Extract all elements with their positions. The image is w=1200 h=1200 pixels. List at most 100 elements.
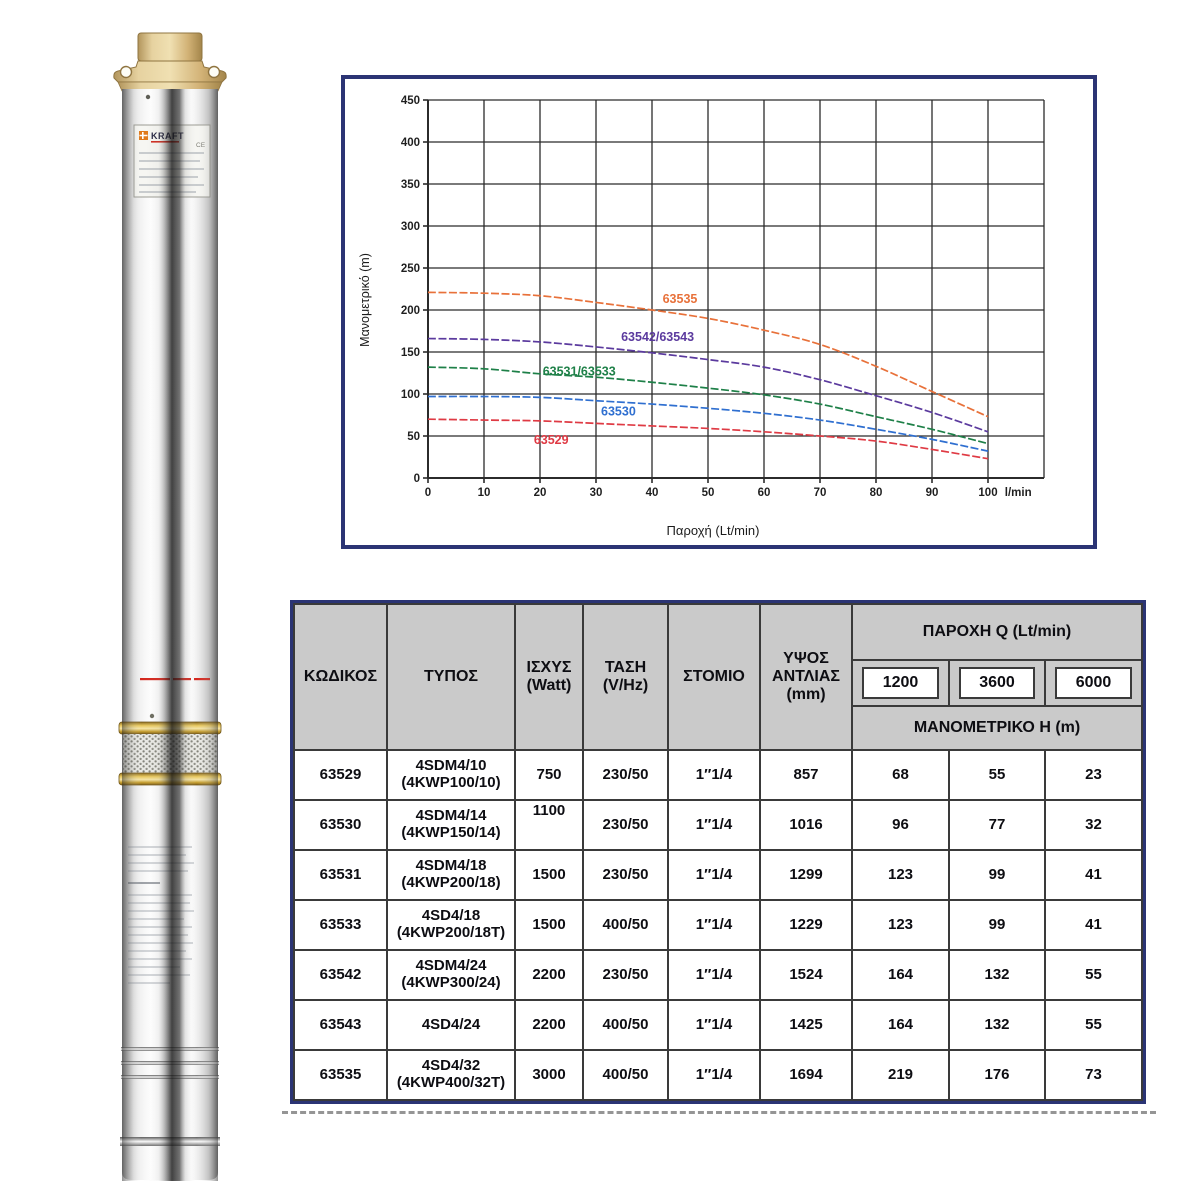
cell-outlet: 1″1/4 (667, 998, 761, 1051)
col-header-type: ΤΥΠΟΣ (386, 603, 516, 751)
svg-text:10: 10 (478, 487, 491, 499)
cell-voltage: 230/50 (582, 798, 669, 851)
cell-h3600: 77 (948, 798, 1046, 851)
cell-watt: 750 (514, 748, 584, 801)
cell-outlet: 1″1/4 (667, 798, 761, 851)
pump-product-photo: KRAFT CE (113, 32, 227, 1181)
svg-text:50: 50 (407, 431, 420, 443)
cell-type: 4SD4/18 (4KWP200/18T) (386, 898, 516, 951)
cell-h6000: 55 (1043, 998, 1144, 1051)
cell-code: 63542 (293, 948, 388, 1001)
col-header-code: ΚΩΔΙΚΟΣ (293, 603, 388, 751)
col-header-flow-3600: 3600 (948, 659, 1046, 707)
cell-watt: 2200 (514, 948, 584, 1001)
cell-h1200: 68 (851, 748, 950, 801)
cell-code: 63535 (293, 1048, 388, 1101)
col-header-outlet: ΣΤΟΜΙΟ (667, 603, 761, 751)
col-header-power: ΙΣΧΥΣ (Watt) (514, 603, 584, 751)
svg-text:200: 200 (401, 305, 420, 317)
svg-text:Παροχή (Lt/min): Παροχή (Lt/min) (667, 523, 760, 538)
flow-1200-label: 1200 (862, 667, 939, 699)
cell-code: 63531 (293, 848, 388, 901)
svg-text:450: 450 (401, 95, 420, 107)
svg-text:0: 0 (414, 473, 420, 485)
svg-text:400: 400 (401, 137, 420, 149)
col-header-flow-6000: 6000 (1043, 659, 1144, 707)
cell-outlet: 1″1/4 (667, 748, 761, 801)
cell-height: 1229 (759, 898, 853, 951)
chrome-shading (122, 89, 218, 1181)
svg-text:100: 100 (978, 487, 997, 499)
svg-text:0: 0 (425, 487, 431, 499)
cell-h1200: 164 (851, 948, 950, 1001)
cell-h3600: 176 (948, 1048, 1046, 1101)
cell-watt: 1100 (514, 798, 584, 851)
col-header-head-group: ΜΑΝΟΜΕΤΡΙΚΟ Η (m) (850, 704, 1144, 751)
table-row: 63530 4SDM4/14 (4KWP150/14) 1100 230/50 … (293, 798, 1144, 851)
table-row: 63531 4SDM4/18 (4KWP200/18) 1500 230/50 … (293, 848, 1144, 901)
cell-h6000: 73 (1043, 1048, 1144, 1101)
cell-voltage: 400/50 (582, 998, 669, 1051)
cell-h6000: 41 (1043, 848, 1144, 901)
cell-code: 63533 (293, 898, 388, 951)
spec-table-wrapper: ΚΩΔΙΚΟΣ ΤΥΠΟΣ ΙΣΧΥΣ (Watt) ΤΑΣΗ (V/Hz) Σ… (290, 600, 1147, 1104)
svg-text:60: 60 (758, 487, 771, 499)
cell-voltage: 400/50 (582, 1048, 669, 1101)
cell-h3600: 132 (948, 948, 1046, 1001)
svg-text:350: 350 (401, 179, 420, 191)
svg-text:250: 250 (401, 263, 420, 275)
cell-h3600: 132 (948, 998, 1046, 1051)
table-row: 63533 4SD4/18 (4KWP200/18T) 1500 400/50 … (293, 898, 1144, 951)
performance-chart: 0 50 100 150 200 250 300 350 400 450 0 10 20 30 40 50 60… (341, 75, 1097, 549)
cell-height: 1425 (759, 998, 853, 1051)
cell-outlet: 1″1/4 (667, 948, 761, 1001)
svg-text:30: 30 (590, 487, 603, 499)
cell-watt: 3000 (514, 1048, 584, 1101)
cell-h3600: 55 (948, 748, 1046, 801)
flange-hole-right-icon (207, 65, 221, 79)
cell-type: 4SDM4/14 (4KWP150/14) (386, 798, 516, 851)
svg-text:Μανομετρικό (m): Μανομετρικό (m) (358, 253, 372, 347)
cell-h6000: 41 (1043, 898, 1144, 951)
header-row-1: ΚΩΔΙΚΟΣ ΤΥΠΟΣ ΙΣΧΥΣ (Watt) ΤΑΣΗ (V/Hz) Σ… (293, 603, 1144, 751)
cell-code: 63529 (293, 748, 388, 801)
cell-h1200: 123 (851, 848, 950, 901)
cell-type: 4SDM4/10 (4KWP100/10) (386, 748, 516, 801)
cell-height: 1299 (759, 848, 853, 901)
flange-hole-left-icon (119, 65, 133, 79)
table-shadow-dashed-line (282, 1111, 1156, 1114)
cell-h1200: 219 (851, 1048, 950, 1101)
cell-outlet: 1″1/4 (667, 898, 761, 951)
cell-watt: 1500 (514, 848, 584, 901)
cell-type: 4SD4/32 (4KWP400/32T) (386, 1048, 516, 1101)
cell-outlet: 1″1/4 (667, 848, 761, 901)
svg-text:150: 150 (401, 347, 420, 359)
svg-text:63531/63533: 63531/63533 (543, 364, 616, 378)
svg-text:80: 80 (870, 487, 883, 499)
svg-text:l/min: l/min (1005, 487, 1032, 499)
table-row: 63543 4SD4/24 2200 400/50 1″1/4 1425 164… (293, 998, 1144, 1051)
cell-h3600: 99 (948, 898, 1046, 951)
cell-height: 1016 (759, 798, 853, 851)
cell-code: 63543 (293, 998, 388, 1051)
svg-text:63542/63543: 63542/63543 (621, 330, 694, 344)
cell-h6000: 55 (1043, 948, 1144, 1001)
svg-text:63535: 63535 (663, 292, 698, 306)
spec-table: ΚΩΔΙΚΟΣ ΤΥΠΟΣ ΙΣΧΥΣ (Watt) ΤΑΣΗ (V/Hz) Σ… (293, 603, 1144, 1101)
cell-watt: 2200 (514, 998, 584, 1051)
chart-canvas: 0 50 100 150 200 250 300 350 400 450 0 10 20 30 40 50 60… (358, 95, 1045, 538)
cell-h6000: 32 (1043, 798, 1144, 851)
cell-h1200: 164 (851, 998, 950, 1051)
cell-type: 4SD4/24 (386, 998, 516, 1051)
cell-watt: 1500 (514, 898, 584, 951)
header-row-2: 1200 3600 6000 (294, 659, 1144, 707)
cell-h1200: 96 (851, 798, 950, 851)
cell-h3600: 99 (948, 848, 1046, 901)
table-row: 63535 4SD4/32 (4KWP400/32T) 3000 400/50 … (293, 1048, 1144, 1101)
flow-6000-label: 6000 (1055, 667, 1133, 699)
header-row-3: ΜΑΝΟΜΕΤΡΙΚΟ Η (m) (294, 704, 1144, 751)
cell-h1200: 123 (851, 898, 950, 951)
svg-text:300: 300 (401, 221, 420, 233)
svg-text:40: 40 (646, 487, 659, 499)
table-row: 63542 4SDM4/24 (4KWP300/24) 2200 230/50 … (293, 948, 1144, 1001)
